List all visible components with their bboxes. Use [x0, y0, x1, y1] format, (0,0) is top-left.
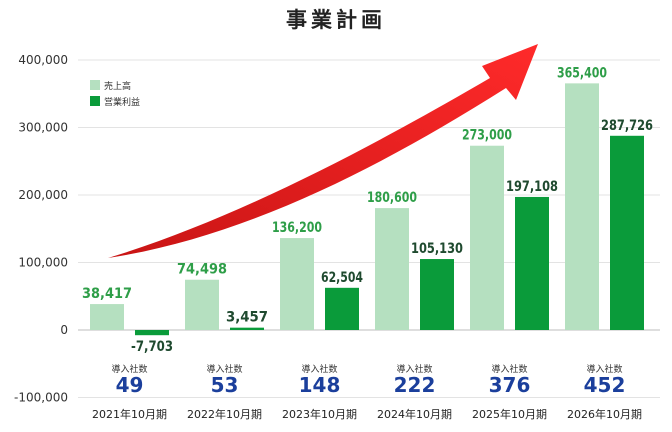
data-label-sales: 136,200 — [272, 220, 322, 236]
data-label-operating-profit: 62,504 — [321, 270, 363, 286]
bar-sales — [185, 279, 219, 330]
client-count-value: 222 — [394, 373, 436, 397]
chart-title: 事業計画 — [286, 8, 386, 32]
x-tick-label: 2021年10月期 — [92, 407, 167, 421]
legend-label-operating-profit: 営業利益 — [104, 96, 140, 108]
legend-swatch-sales — [90, 80, 100, 90]
legend-label-sales: 売上高 — [104, 80, 131, 92]
data-label-operating-profit: 3,457 — [226, 310, 268, 326]
client-count-caption: 導入社数 — [301, 363, 337, 375]
client-count-value: 452 — [584, 373, 626, 397]
data-label-sales: 38,417 — [82, 286, 132, 302]
legend-swatch-operating-profit — [90, 96, 100, 106]
y-tick-label: 300,000 — [18, 121, 68, 135]
x-tick-label: 2026年10月期 — [567, 407, 642, 421]
bar-sales — [470, 145, 504, 330]
bar-operating-profit — [610, 135, 644, 330]
client-count-value: 376 — [489, 373, 531, 397]
bar-sales — [565, 83, 599, 330]
y-tick-label: 400,000 — [18, 53, 68, 67]
client-count-caption: 導入社数 — [491, 363, 527, 375]
client-count-caption: 導入社数 — [111, 363, 147, 375]
data-label-operating-profit: -7,703 — [131, 339, 173, 355]
data-label-operating-profit: 287,726 — [601, 118, 653, 134]
data-label-operating-profit: 197,108 — [506, 179, 558, 195]
bar-sales — [280, 238, 314, 330]
bar-operating-profit — [515, 196, 549, 330]
bar-operating-profit — [325, 287, 359, 330]
x-tick-label: 2022年10月期 — [187, 407, 262, 421]
data-label-sales: 74,498 — [177, 262, 227, 278]
data-label-sales: 273,000 — [462, 128, 512, 144]
bar-operating-profit — [135, 330, 169, 336]
data-label-sales: 365,400 — [557, 65, 607, 81]
x-tick-label: 2025年10月期 — [472, 407, 547, 421]
client-count-caption: 導入社数 — [586, 363, 622, 375]
x-tick-label: 2024年10月期 — [377, 407, 452, 421]
client-count-value: 49 — [116, 373, 144, 397]
x-tick-label: 2023年10月期 — [282, 407, 357, 421]
client-count-caption: 導入社数 — [396, 363, 432, 375]
bar-operating-profit — [420, 259, 454, 330]
bar-operating-profit — [230, 327, 264, 330]
y-tick-label: 200,000 — [18, 188, 68, 202]
data-label-sales: 180,600 — [367, 190, 417, 206]
y-tick-label: -100,000 — [14, 391, 68, 405]
client-count-value: 148 — [299, 373, 341, 397]
bar-sales — [375, 208, 409, 330]
bar-sales — [90, 304, 124, 330]
data-label-operating-profit: 105,130 — [411, 241, 463, 257]
client-count-caption: 導入社数 — [206, 363, 242, 375]
client-count-value: 53 — [211, 373, 239, 397]
y-tick-label: 0 — [60, 323, 68, 337]
y-tick-label: 100,000 — [18, 256, 68, 270]
growth-arrow — [108, 44, 538, 258]
